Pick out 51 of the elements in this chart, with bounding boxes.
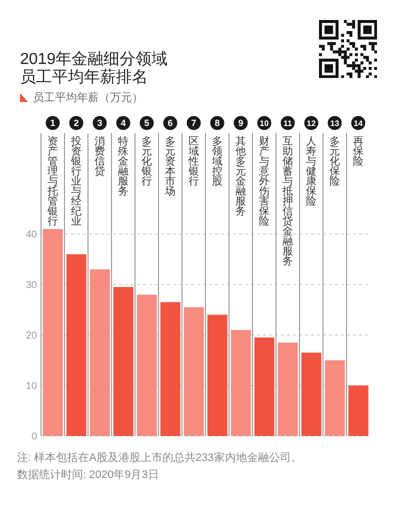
annotation: 3 <box>97 118 102 128</box>
x-tick-label: 其他多元金融服务 <box>235 134 246 218</box>
bar <box>324 360 345 436</box>
category-label: 投资银行业与经纪业 <box>70 135 82 228</box>
y-tick-label: 30 <box>26 280 38 292</box>
text: 数据统计时间: 2020年9月3日 <box>17 468 160 483</box>
bar <box>230 330 251 436</box>
bar <box>278 342 298 436</box>
category-label: 财产与意外伤害保险 <box>258 135 270 228</box>
bar <box>160 302 180 436</box>
bar <box>207 314 228 436</box>
legend-label: 员工平均年薪（万元） <box>33 90 143 105</box>
annotation: 9 <box>238 118 244 128</box>
annotation: 8 <box>214 118 220 128</box>
annotation: 4 <box>120 118 126 128</box>
y-tick-label: 20 <box>26 330 38 342</box>
bar <box>90 269 110 436</box>
annotation: 13 <box>330 118 340 128</box>
bar <box>348 386 368 436</box>
y-tick-label: 0 <box>31 432 38 443</box>
text: 注: 样本包括在A股及港股上市的总共233家内地金融公司。 <box>17 450 302 466</box>
y-tick-label: 10 <box>26 381 38 392</box>
annotation: 11 <box>284 118 293 128</box>
annotation: 6 <box>168 118 173 128</box>
x-tick-label: 人寿与健康保险 <box>306 135 317 208</box>
x-tick-label: 再保险 <box>352 135 364 168</box>
x-tick-label: 区域性银行 <box>187 135 200 188</box>
x-tick-label: 多元资本市场 <box>164 135 176 198</box>
bar <box>184 307 204 436</box>
bar <box>301 352 322 436</box>
x-tick-label: 多领域控股 <box>210 135 223 188</box>
annotation: 2 <box>74 118 79 128</box>
bar <box>66 254 86 436</box>
chart-title: 2019年金融细分领域员工平均年薪排名 <box>20 51 169 87</box>
x-tick-label: 消费信贷 <box>94 134 106 178</box>
bar <box>113 287 134 436</box>
bar <box>136 294 157 436</box>
category-label: 资产管理与托管银行 <box>47 135 58 228</box>
annotation: 5 <box>144 118 150 128</box>
annotation: 10 <box>260 118 270 128</box>
x-tick-label: 多元化保险 <box>329 135 340 188</box>
y-tick-label: 40 <box>26 230 38 241</box>
annotation: 14 <box>354 118 364 128</box>
x-tick-label: 特殊金融服务 <box>118 135 129 198</box>
annotation: 7 <box>191 118 196 128</box>
x-tick-label: 多元化银行 <box>140 135 152 188</box>
annotation: 1 <box>50 118 56 128</box>
annotation: 12 <box>306 118 316 128</box>
bar <box>42 228 63 436</box>
category-label: 互助储蓄与抵押信贷金融服务 <box>282 135 294 268</box>
bar <box>254 338 274 436</box>
